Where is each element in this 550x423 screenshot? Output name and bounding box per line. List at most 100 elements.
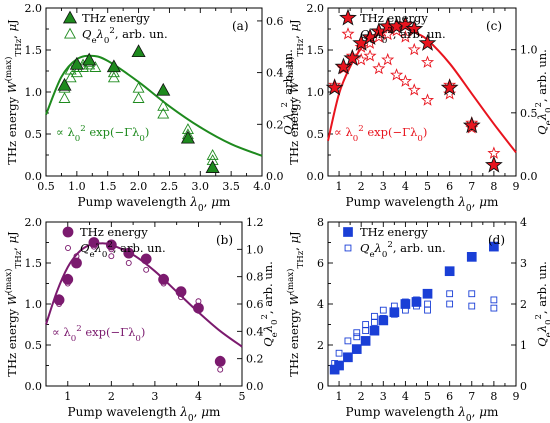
legend-label-energy: THz energy xyxy=(80,225,148,239)
y-right-tick-label: 0.6 xyxy=(246,298,264,311)
q-point xyxy=(446,290,454,298)
energy-point xyxy=(140,253,152,265)
energy-point xyxy=(205,160,220,173)
legend-label-q: Qeλ02, arb. un. xyxy=(360,26,446,46)
q-point xyxy=(381,52,395,66)
y-tick-label: 2.0 xyxy=(307,2,325,15)
energy-point xyxy=(405,19,424,37)
energy-point xyxy=(214,355,226,367)
y-axis-label: THz energy W(max)THz, μJ xyxy=(3,19,24,165)
panel-label: (b) xyxy=(216,233,233,247)
q-point xyxy=(490,304,498,312)
q-point xyxy=(446,300,454,308)
x-tick-label: 3 xyxy=(380,390,387,403)
q-point xyxy=(420,55,435,68)
x-tick-label: 8 xyxy=(490,390,497,403)
q-point xyxy=(362,327,369,335)
energy-point xyxy=(422,288,433,299)
energy-point xyxy=(105,239,117,251)
y-right-tick-label: 0.8 xyxy=(246,271,264,284)
energy-point xyxy=(489,241,499,252)
q-point xyxy=(143,266,150,273)
x-tick-label: 8 xyxy=(490,180,497,193)
x-tick-label: 5 xyxy=(239,390,246,403)
energy-point xyxy=(343,49,362,66)
energy-point xyxy=(378,315,389,326)
y-right-tick-label: 1 xyxy=(520,339,527,352)
y-axis-label: THz energy W(max)THz, μJ xyxy=(285,231,306,377)
x-tick-label: 6 xyxy=(446,390,453,403)
y-tick-label: 0.0 xyxy=(25,170,43,183)
chart-panel-b: 1 2 3 4 50.00.51.01.52.00.00.20.40.60.81.01.… xyxy=(3,216,280,423)
x-axis-label: Pump wavelength λ0, μm xyxy=(346,405,500,423)
y-right-tick-label: 0.0 xyxy=(520,170,538,183)
x-tick-label: 5 xyxy=(424,180,431,193)
q-point xyxy=(157,99,170,111)
y-right-tick-label: 4 xyxy=(520,216,527,229)
y-right-tick-label: 0.5 xyxy=(520,107,538,120)
energy-point xyxy=(325,78,344,96)
energy-point xyxy=(131,44,146,58)
legend-marker-q xyxy=(341,27,355,40)
energy-point xyxy=(71,257,82,269)
y-tick-label: 8 xyxy=(317,216,324,229)
energy-point xyxy=(360,336,371,346)
energy-point xyxy=(396,15,415,33)
x-tick-label: 1 xyxy=(64,390,71,403)
y-tick-label: 2.0 xyxy=(25,216,43,229)
fit-label: ∝ λ02 exp(−Γλ0) xyxy=(52,324,145,344)
q-point xyxy=(353,333,361,341)
legend-label-energy: THz energy xyxy=(360,225,428,239)
y-tick-label: 6 xyxy=(317,257,324,270)
energy-point xyxy=(418,33,437,51)
energy-point xyxy=(369,325,380,336)
q-point xyxy=(363,49,377,62)
x-tick-label: 7 xyxy=(468,390,475,403)
legend-marker-energy xyxy=(62,10,78,24)
x-tick-label: 6 xyxy=(446,180,453,193)
x-tick-label: 4 xyxy=(402,390,409,403)
q-point xyxy=(407,42,421,56)
y-tick-label: 2.0 xyxy=(25,2,43,15)
q-point xyxy=(362,321,369,328)
y-right-axis-label: Qeλ02, arb. un. xyxy=(534,261,550,347)
q-point xyxy=(398,74,412,87)
energy-point xyxy=(69,56,84,70)
energy-point xyxy=(389,307,400,318)
x-tick-label: 2.5 xyxy=(161,180,179,193)
q-point xyxy=(335,349,343,357)
energy-point xyxy=(57,77,72,91)
energy-point xyxy=(343,352,353,363)
energy-point xyxy=(466,251,477,262)
energy-point xyxy=(82,52,97,66)
q-point xyxy=(420,93,435,106)
fit-label: ∝ λ02 exp(−Γλ0) xyxy=(334,124,427,144)
y-tick-label: 0 xyxy=(317,380,324,393)
energy-point xyxy=(440,78,459,96)
energy-point xyxy=(53,294,65,306)
y-right-tick-label: 3 xyxy=(520,257,527,270)
q-point xyxy=(390,68,404,81)
legend-label-energy: THz energy xyxy=(82,11,150,25)
legend-label-q: Qeλ02, arb. un. xyxy=(360,240,446,260)
x-tick-label: 4.0 xyxy=(253,180,271,193)
y-tick-label: 1.5 xyxy=(25,257,43,270)
energy-point xyxy=(444,266,455,277)
x-tick-label: 1.0 xyxy=(68,180,86,193)
x-axis-label: Pump wavelength λ0, μm xyxy=(346,195,500,214)
q-point xyxy=(58,92,71,103)
y-right-tick-label: 0.0 xyxy=(246,380,264,393)
x-tick-label: 3.0 xyxy=(192,180,210,193)
y-right-tick-label: 0.4 xyxy=(266,67,284,80)
y-tick-label: 1.0 xyxy=(307,86,325,99)
y-right-tick-label: 1.2 xyxy=(246,216,264,229)
q-point xyxy=(217,366,224,373)
q-point xyxy=(206,148,219,160)
q-point xyxy=(107,71,120,83)
x-tick-label: 2 xyxy=(108,390,115,403)
energy-point xyxy=(106,59,121,73)
q-point xyxy=(371,312,378,320)
x-tick-label: 1 xyxy=(336,180,343,193)
y-tick-label: 0.0 xyxy=(25,380,43,393)
